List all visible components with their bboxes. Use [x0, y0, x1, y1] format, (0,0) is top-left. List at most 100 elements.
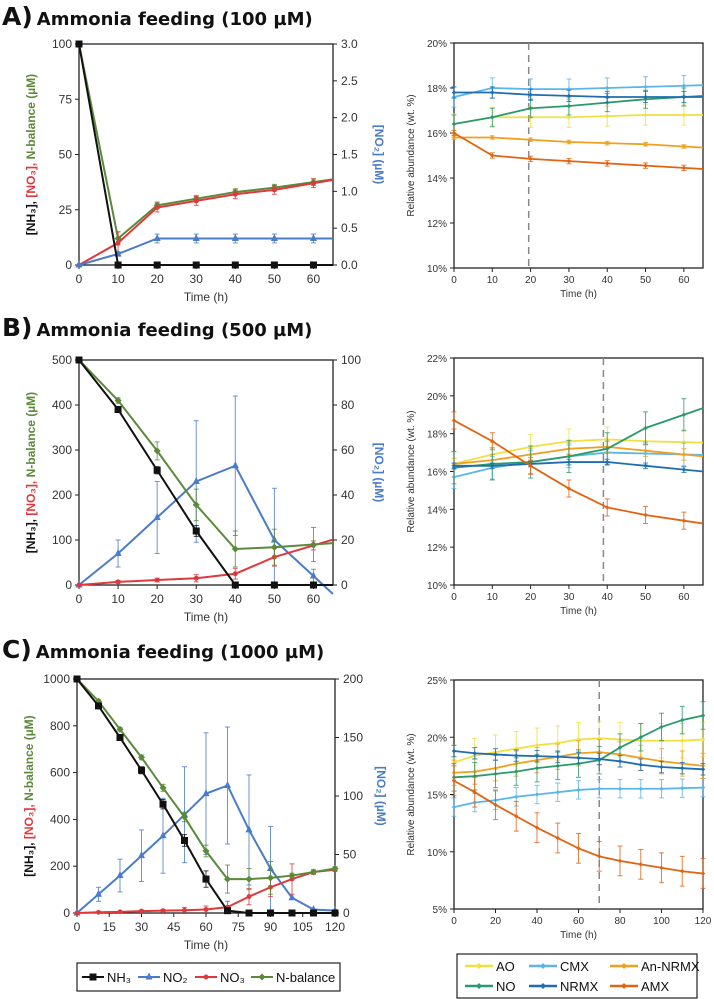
diamond-marker [681, 165, 687, 171]
square-marker [192, 261, 200, 269]
y-tick-label: 20% [427, 733, 447, 744]
y2-tick-label: 60 [341, 443, 355, 457]
diamond-marker [451, 463, 457, 469]
diamond-marker [493, 802, 498, 808]
legend-label: AO [496, 959, 515, 974]
square-marker [114, 406, 122, 413]
panel-c-title: C) Ammonia feeding (1000 µM) [2, 635, 324, 664]
diamond-marker [681, 412, 687, 417]
series-line [78, 43, 333, 266]
y-tick-label: 100 [52, 533, 72, 547]
y-axis-label-part: N-balance [22, 743, 36, 801]
diamond-marker [605, 505, 610, 510]
y-tick-label: 10% [427, 848, 447, 859]
panel-c-letter: C) [2, 635, 32, 664]
diamond-marker [534, 825, 540, 830]
triangle-marker [288, 893, 296, 901]
diamond-marker [192, 501, 200, 509]
diamond-marker [680, 869, 685, 874]
legend-label: NO₃ [220, 970, 245, 985]
square-marker [231, 261, 239, 269]
square-marker [75, 356, 83, 364]
diamond-marker [643, 84, 648, 90]
diamond-marker [576, 787, 581, 793]
diamond-marker [566, 158, 572, 164]
diamond-marker [680, 765, 685, 771]
y-tick-label: 10% [427, 264, 447, 275]
series-n-balance [73, 675, 339, 895]
diamond-marker [451, 135, 457, 140]
triangle-marker [114, 549, 122, 556]
diamond-marker [490, 439, 495, 444]
series-line [78, 464, 334, 595]
y-tick-label: 18% [427, 84, 447, 95]
triangle-marker [309, 571, 317, 579]
diamond-marker [490, 135, 495, 140]
x-tick-label: 40 [531, 916, 543, 927]
diamond-marker [643, 512, 648, 518]
diamond-marker [258, 973, 266, 981]
legend-label: NRMX [560, 979, 599, 994]
series-cmx [451, 777, 706, 817]
y-tick-label: 20% [427, 39, 447, 50]
x-tick-label: 50 [640, 275, 652, 286]
square-marker [270, 581, 278, 589]
legend-label: CMX [560, 959, 589, 974]
x-tick-label: 60 [678, 592, 690, 603]
y-tick-label: 600 [50, 766, 70, 780]
legend-guilds: AO CMX An-NRMX NO NRMX AMX [456, 953, 700, 999]
x-axis-label: Time (h) [184, 938, 228, 952]
y-tick-label: 12% [427, 219, 447, 230]
x-tick-label: 50 [640, 592, 652, 603]
y2-tick-label: 50 [343, 848, 357, 862]
x-tick-label: 60 [307, 272, 321, 286]
y2-axis-label: [NO₂] (µM) [372, 443, 386, 503]
diamond-marker [451, 121, 457, 127]
series-amx [451, 765, 706, 889]
diamond-marker [493, 752, 498, 757]
diamond-marker [153, 447, 161, 455]
dot-marker [193, 575, 199, 581]
dot-marker [182, 907, 187, 913]
triangle-marker [309, 233, 317, 241]
series-ao [451, 104, 703, 135]
y-tick-label: 400 [50, 812, 70, 826]
diamond-marker [617, 745, 623, 750]
diamond-marker [700, 713, 706, 718]
x-tick-label: 105 [293, 920, 313, 934]
series-n-balance [75, 356, 334, 568]
x-tick-label: 10 [487, 592, 499, 603]
diamond-marker [566, 103, 572, 109]
dot-marker [246, 894, 252, 900]
legend-item: NH₃ [82, 970, 131, 985]
series-amx [451, 129, 704, 172]
x-tick-label: 30 [190, 272, 204, 286]
y-tick-label: 10% [427, 581, 447, 592]
square-marker [181, 836, 188, 844]
panel-a-heading: Ammonia feeding (100 µM) [36, 9, 313, 30]
diamond-marker [528, 156, 533, 162]
y-tick-label: 800 [50, 719, 70, 733]
diamond-marker [181, 813, 188, 821]
series-nh3 [73, 675, 339, 917]
square-marker [192, 527, 200, 535]
legend-label: N-balance [276, 970, 335, 985]
diamond-marker [451, 90, 457, 95]
panel-b-title: B) Ammonia feeding (500 µM) [2, 313, 312, 342]
x-tick-label: 20 [150, 592, 164, 606]
square-marker [270, 261, 278, 269]
square-marker [267, 909, 274, 917]
diamond-marker [138, 753, 145, 761]
legend-item: NO [465, 979, 516, 994]
y-axis-label-part: [NO₃], [24, 159, 38, 197]
dot-marker [203, 974, 209, 980]
diamond-marker [638, 786, 643, 791]
y-axis-label-part: [NO₃], [22, 801, 36, 839]
legend-item: An-NRMX [610, 959, 700, 974]
diamond-marker [638, 862, 643, 867]
dot-marker [139, 908, 144, 914]
diamond-marker [267, 874, 274, 882]
diamond-marker [681, 83, 687, 88]
diamond-marker [493, 771, 498, 777]
